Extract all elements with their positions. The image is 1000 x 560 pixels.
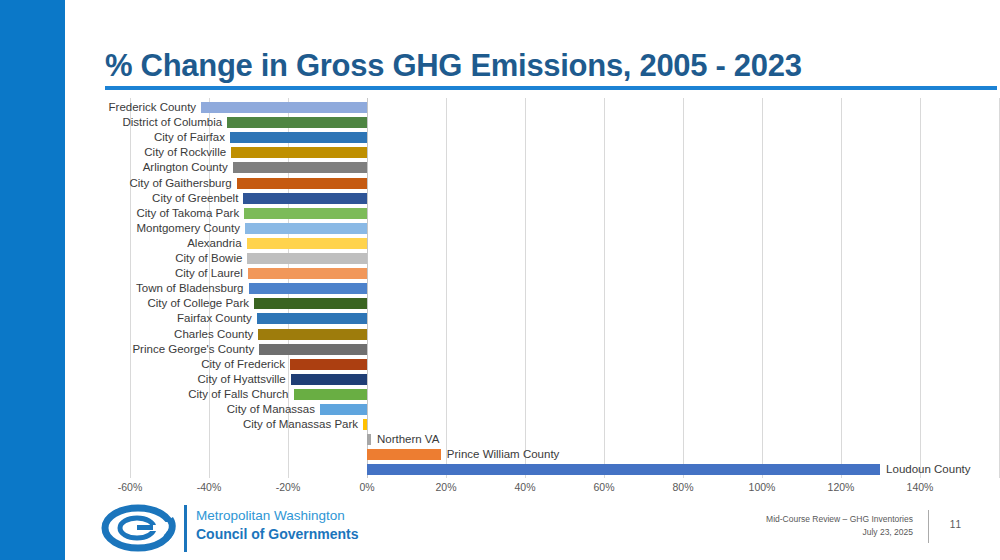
axis-tick-label: -60% xyxy=(108,481,152,493)
footer-divider xyxy=(184,505,187,552)
gridline xyxy=(762,98,763,478)
org-name-line2: Council of Governments xyxy=(196,525,359,543)
axis-tick-label: 0% xyxy=(345,481,389,493)
category-label: City of Hyattsville xyxy=(26,373,286,386)
bar-loudoun-county xyxy=(367,464,880,475)
bar-city-of-laurel xyxy=(248,268,367,279)
bar-montgomery-county xyxy=(245,223,367,234)
bar-city-of-takoma-park xyxy=(244,208,367,219)
category-label: Prince George's County xyxy=(0,343,254,356)
category-label: City of Frederick xyxy=(25,358,285,371)
axis-tick-label: -20% xyxy=(266,481,310,493)
deck-meta: Mid-Course Review – GHG Inventories July… xyxy=(663,513,913,539)
deck-title: Mid-Course Review – GHG Inventories xyxy=(663,513,913,526)
category-label: Fairfax County xyxy=(0,312,252,325)
deck-date: July 23, 2025 xyxy=(663,526,913,539)
bar-district-of-columbia xyxy=(227,117,367,128)
axis-tick-label: 40% xyxy=(503,481,547,493)
category-label: Frederick County xyxy=(0,101,196,114)
category-label: Loudoun County xyxy=(886,463,1000,476)
gridline xyxy=(446,98,447,478)
bar-city-of-manassas xyxy=(320,404,367,415)
gridline xyxy=(525,98,526,478)
axis-tick-label: 100% xyxy=(740,481,784,493)
category-label: City of Fairfax xyxy=(0,131,225,144)
category-label: Arlington County xyxy=(0,161,228,174)
axis-tick-label: 140% xyxy=(898,481,942,493)
bar-city-of-gaithersburg xyxy=(237,178,367,189)
bar-city-of-hyattsville xyxy=(291,374,367,385)
category-label: City of Falls Church xyxy=(29,388,289,401)
mwcog-logo-icon xyxy=(100,504,180,552)
bar-arlington-county xyxy=(233,162,367,173)
gridline xyxy=(920,98,921,478)
category-label: City of Manassas Park xyxy=(98,418,358,431)
bar-city-of-rockville xyxy=(231,147,367,158)
category-label: City of Manassas xyxy=(55,403,315,416)
category-label: Montgomery County xyxy=(0,222,240,235)
axis-tick-label: 20% xyxy=(424,481,468,493)
category-label: Alexandria xyxy=(0,237,242,250)
axis-tick-label: 60% xyxy=(582,481,626,493)
bar-city-of-fairfax xyxy=(230,132,367,143)
category-label: District of Columbia xyxy=(0,116,222,129)
category-label: Charles County xyxy=(0,328,253,341)
category-label: Town of Bladensburg xyxy=(0,282,244,295)
axis-tick-label: -40% xyxy=(187,481,231,493)
bar-town-of-bladensburg xyxy=(249,283,368,294)
gridline xyxy=(683,98,684,478)
zero-axis-line xyxy=(367,98,368,478)
bar-charles-county xyxy=(258,329,367,340)
bar-alexandria xyxy=(247,238,367,249)
org-name: Metropolitan Washington Council of Gover… xyxy=(196,507,359,543)
org-name-line1: Metropolitan Washington xyxy=(196,507,359,525)
bar-prince-william-county xyxy=(367,449,441,460)
category-label: City of Greenbelt xyxy=(0,192,238,205)
bar-city-of-bowie xyxy=(247,253,367,264)
bar-city-of-falls-church xyxy=(294,389,367,400)
category-label: City of Rockville xyxy=(0,146,226,159)
bar-city-of-college-park xyxy=(254,298,367,309)
gridline xyxy=(841,98,842,478)
category-label: City of Bowie xyxy=(0,252,242,265)
bar-city-of-manassas-park xyxy=(363,419,367,430)
bar-city-of-frederick xyxy=(290,359,367,370)
bar-fairfax-county xyxy=(257,313,367,324)
bar-prince-george-s-county xyxy=(259,344,367,355)
bar-northern-va xyxy=(367,434,371,445)
category-label: Northern VA xyxy=(377,433,637,446)
meta-divider xyxy=(928,510,929,543)
gridline xyxy=(604,98,605,478)
category-label: City of Takoma Park xyxy=(0,207,239,220)
category-label: City of Laurel xyxy=(0,267,243,280)
category-label: City of Gaithersburg xyxy=(0,177,232,190)
bar-city-of-greenbelt xyxy=(243,193,367,204)
bar-frederick-county xyxy=(201,102,367,113)
axis-tick-label: 120% xyxy=(819,481,863,493)
bar-chart: -60% -40% -20% 0% 20% 40% 60% 80% 100% 120% 140% Fr… xyxy=(0,0,1000,560)
category-label: City of College Park xyxy=(0,297,249,310)
category-label: Prince William County xyxy=(447,448,707,461)
page-number: 11 xyxy=(938,519,974,530)
axis-tick-label: 80% xyxy=(661,481,705,493)
